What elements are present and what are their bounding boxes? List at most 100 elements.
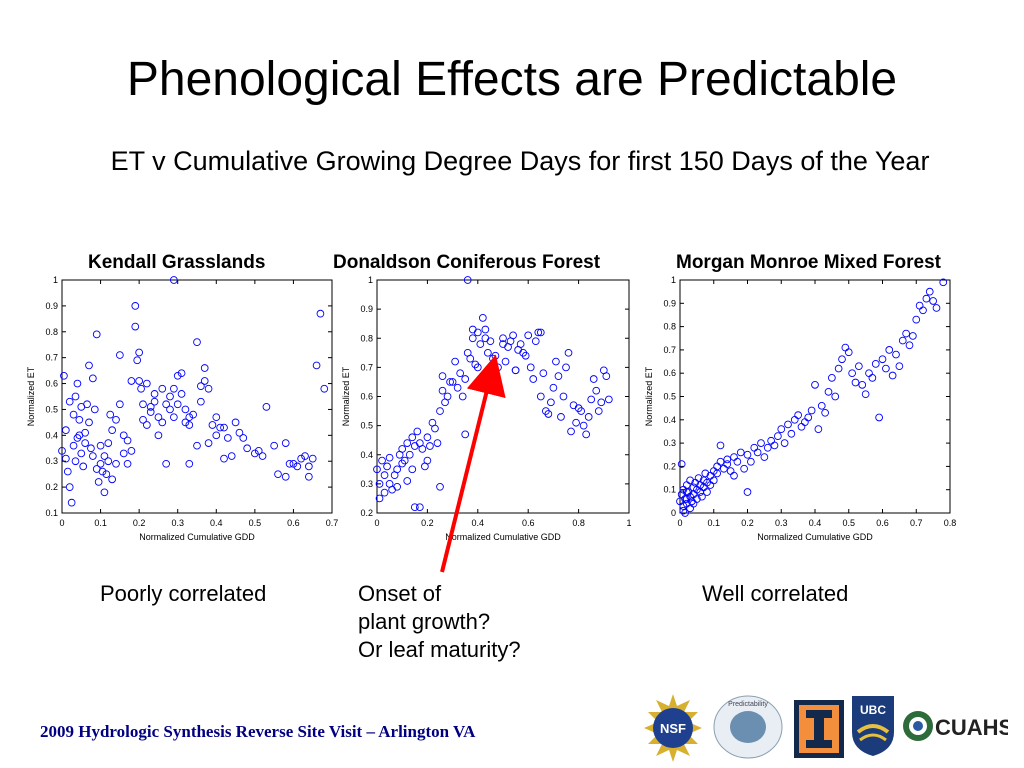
x-tick-label: 0.2 (421, 518, 434, 528)
y-tick-label: 0.6 (663, 368, 676, 378)
svg-text:CUAHSI: CUAHSI (935, 715, 1008, 740)
data-point (549, 383, 558, 392)
data-point (780, 439, 789, 447)
data-point (79, 462, 88, 471)
data-point (817, 401, 826, 410)
data-point (143, 379, 151, 388)
data-point (385, 453, 394, 462)
y-tick-label: 0.5 (663, 392, 676, 402)
data-point (521, 351, 530, 360)
data-point (212, 431, 221, 440)
data-point (410, 503, 419, 512)
data-point (733, 457, 742, 466)
data-point (681, 509, 689, 517)
data-point (529, 375, 538, 383)
data-point (150, 397, 159, 406)
data-point (135, 348, 143, 357)
data-point (689, 499, 698, 508)
data-point (431, 424, 439, 433)
y-tick-label: 1 (53, 275, 58, 285)
data-point (77, 449, 86, 458)
footer-text: 2009 Hydrologic Synthesis Reverse Site V… (40, 722, 476, 741)
data-point (71, 457, 80, 466)
x-tick-label: 0.8 (572, 518, 585, 528)
data-point (285, 459, 294, 468)
data-point (922, 294, 931, 303)
data-point (743, 450, 752, 459)
annotation-onset-line2: plant growth? (358, 609, 491, 634)
data-point (787, 429, 796, 438)
data-point (932, 304, 941, 312)
data-point (912, 315, 921, 324)
annotation-onset-line3: Or leaf maturity? (358, 637, 521, 662)
data-point (804, 413, 813, 422)
data-point (106, 410, 115, 419)
annotation-onset-line1: Onset of (358, 581, 442, 606)
data-point (316, 309, 325, 318)
data-point (878, 355, 887, 364)
data-point (858, 380, 867, 389)
data-point (770, 441, 779, 450)
data-point (398, 445, 407, 453)
y-tick-label: 0.9 (360, 304, 373, 314)
svg-text:UBC: UBC (860, 703, 886, 717)
data-point (62, 454, 70, 463)
data-point (281, 472, 290, 481)
data-point (821, 408, 829, 417)
x-tick-label: 0.5 (249, 518, 262, 528)
data-point (925, 287, 934, 296)
y-tick-label: 0.6 (360, 392, 373, 402)
data-point (544, 410, 553, 418)
data-point (320, 384, 329, 393)
illinois-logo (794, 700, 844, 758)
data-point (200, 364, 209, 372)
data-point (534, 328, 543, 337)
data-point (89, 374, 97, 383)
y-tick-label: 0.2 (663, 461, 676, 471)
data-point (694, 474, 703, 482)
data-point (743, 488, 752, 496)
data-point (137, 384, 145, 393)
data-point (133, 356, 142, 365)
data-point (60, 371, 68, 380)
data-point (423, 456, 432, 465)
annotation-poorly-correlated: Poorly correlated (100, 581, 267, 606)
x-tick-label: 0.7 (910, 518, 923, 528)
y-tick-label: 0.4 (45, 430, 58, 440)
data-point (723, 455, 732, 464)
data-point (166, 392, 174, 401)
data-point (224, 434, 232, 442)
x-tick-label: 0.6 (876, 518, 889, 528)
data-point (811, 380, 819, 389)
data-point (831, 392, 840, 401)
slide-subtitle: ET v Cumulative Growing Degree Days for … (110, 146, 930, 176)
data-point (905, 341, 914, 350)
data-point (166, 405, 174, 414)
data-point (547, 398, 555, 407)
scatter-chart-morgan: 0 0.1 0.2 0.3 0.4 0.5 0.6 0.7 0.8 0 0.1 0.2 0.3 0.4 0.… (644, 275, 956, 542)
data-point (81, 439, 89, 447)
data-point (413, 427, 422, 436)
data-point (100, 488, 109, 497)
y-tick-label: 0.2 (45, 482, 58, 492)
data-point (902, 329, 910, 338)
data-point (584, 413, 593, 421)
scatter-chart-donaldson: 0 0.2 0.4 0.6 0.8 10.20.30.40.50.60.70.80.91N… (341, 275, 632, 542)
data-point (85, 418, 93, 427)
data-point (193, 441, 201, 450)
data-point (701, 469, 710, 478)
data-point (838, 355, 846, 364)
data-point (415, 503, 424, 512)
data-point (197, 397, 205, 406)
y-tick-label: 0.5 (45, 404, 58, 414)
plot-area (679, 279, 951, 514)
data-point (383, 462, 391, 471)
data-point (579, 421, 588, 430)
data-point (258, 452, 267, 460)
data-point (92, 330, 101, 339)
chart-title-donaldson: Donaldson Coniferous Forest (333, 252, 601, 273)
y-tick-label: 0.1 (45, 508, 58, 518)
annotation-well-correlated: Well correlated (702, 581, 849, 606)
data-point (567, 427, 575, 436)
data-point (451, 357, 459, 366)
